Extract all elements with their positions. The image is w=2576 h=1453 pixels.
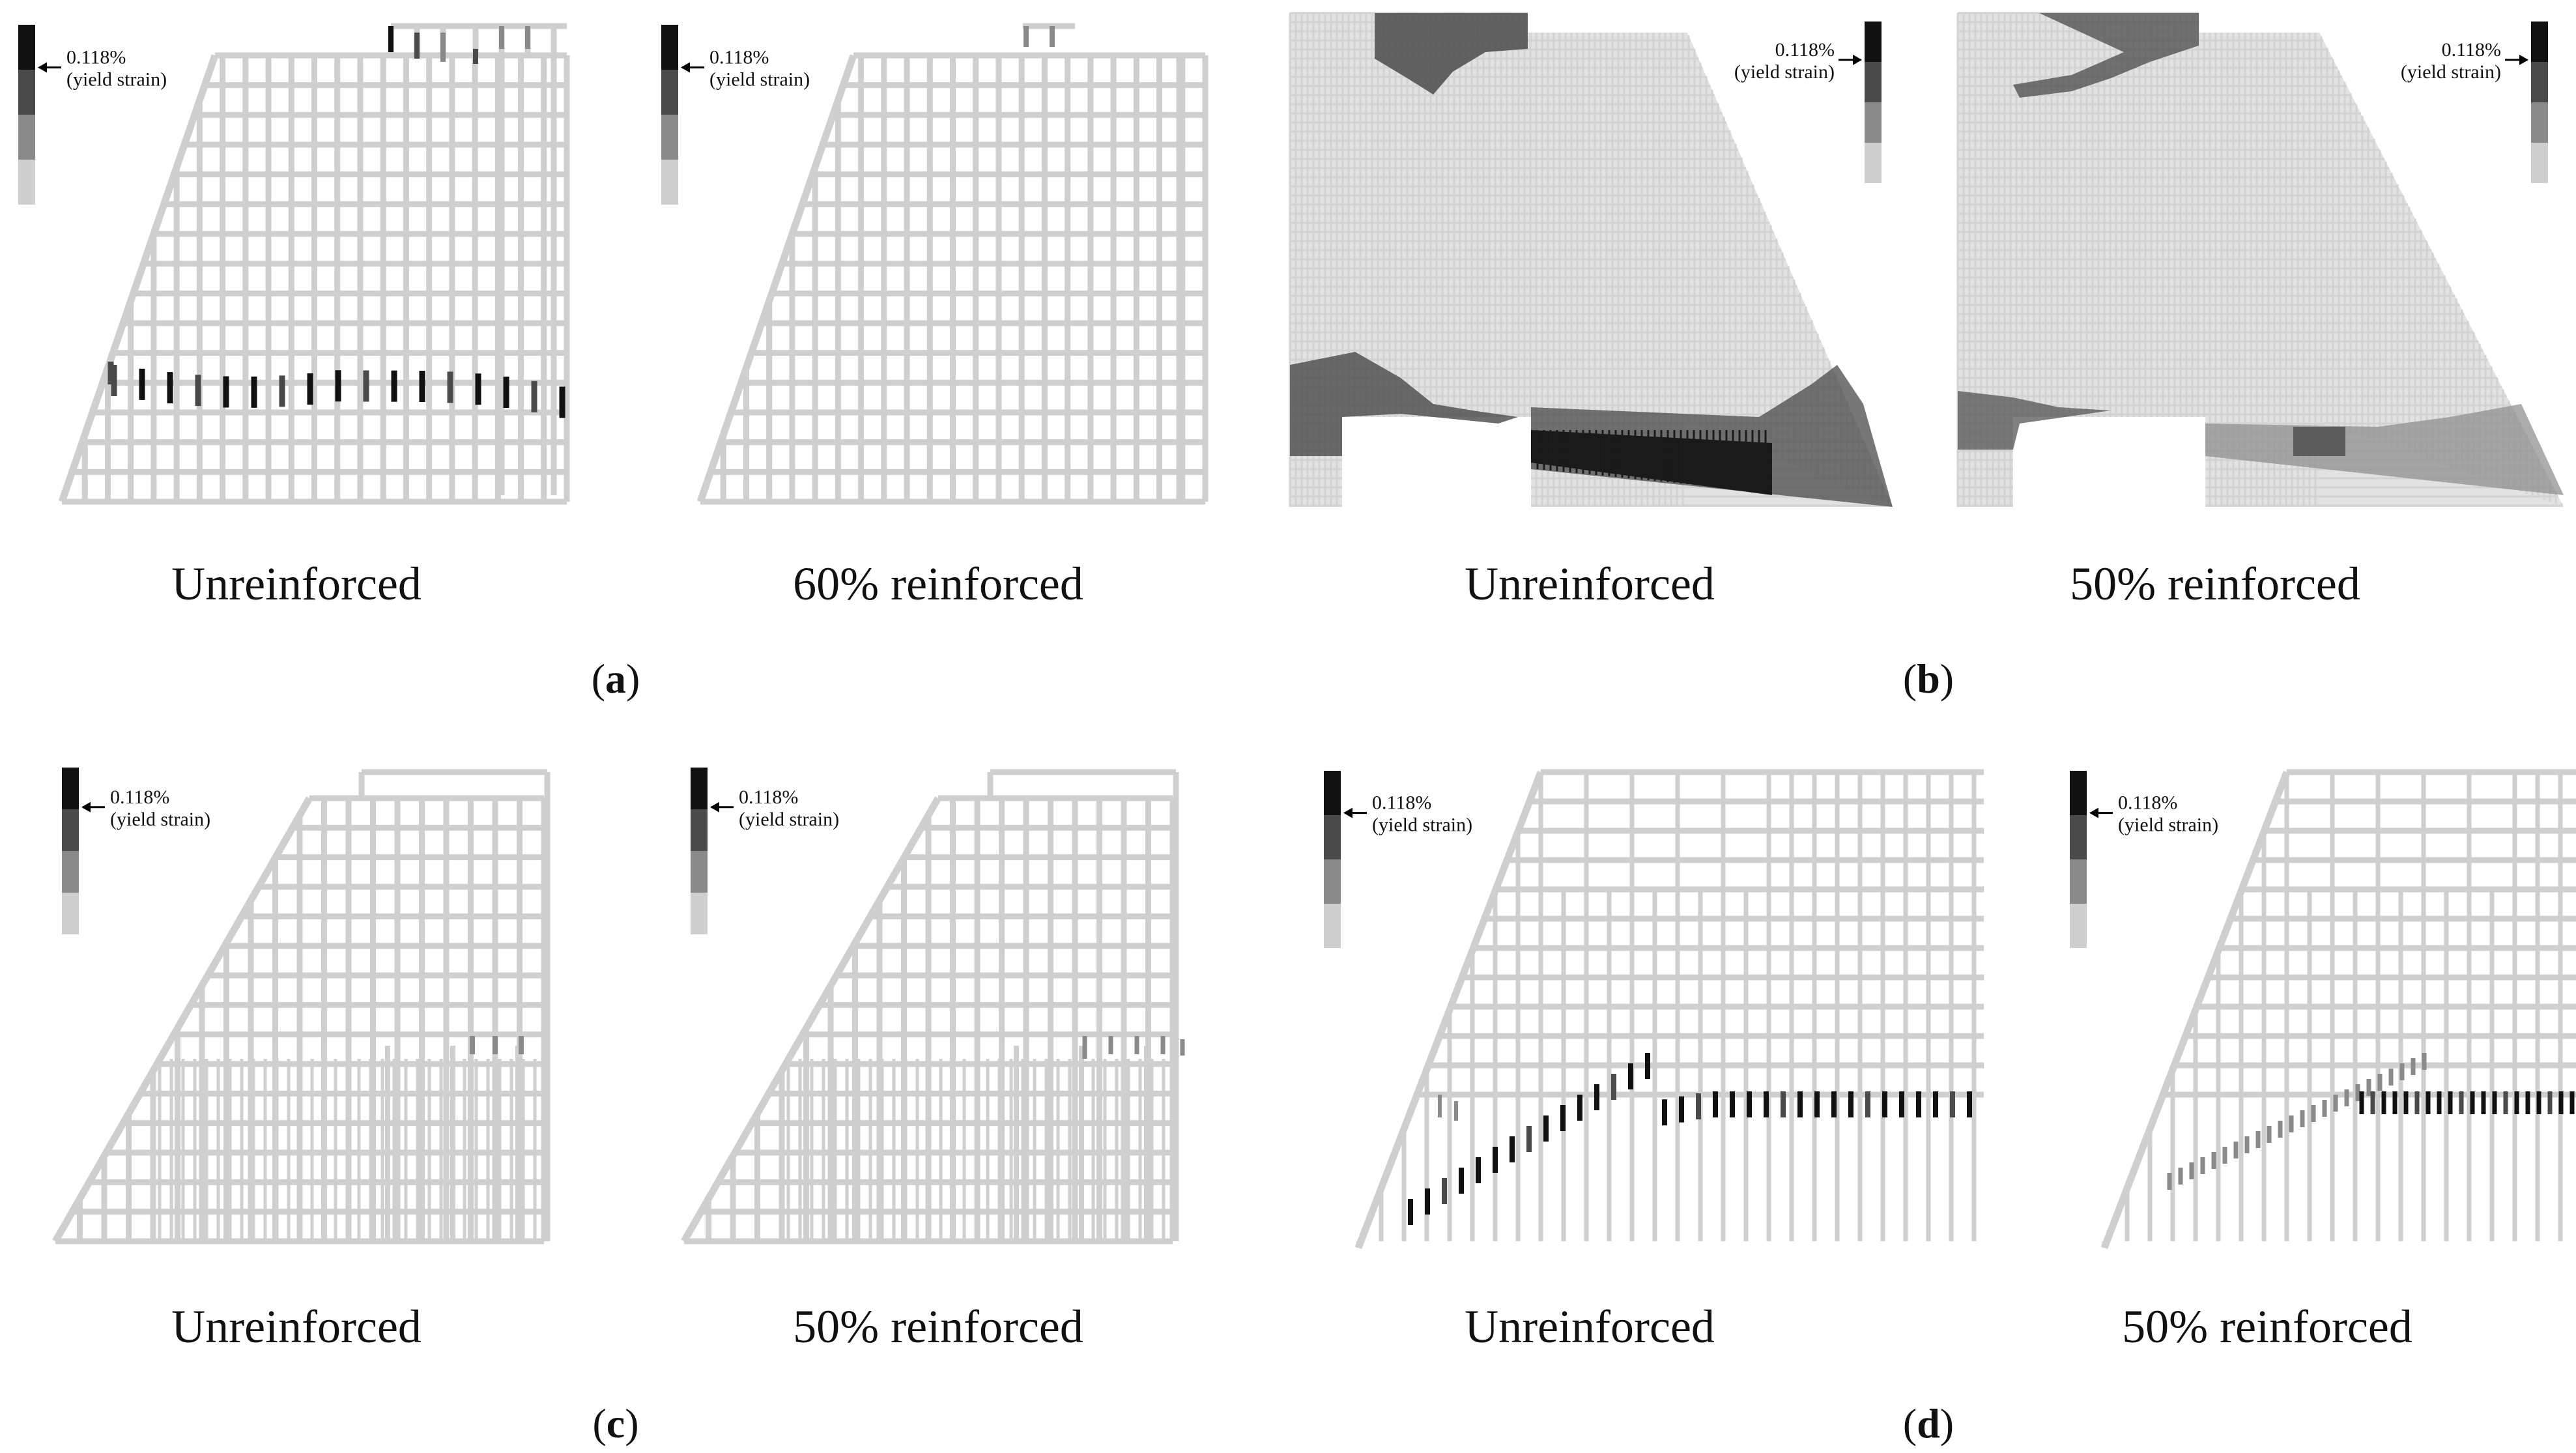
- strain-zone-left: [1958, 391, 2111, 450]
- mesh-a-left: [58, 23, 570, 505]
- legend-swatch: [18, 160, 35, 205]
- panel-label-a: (a): [591, 655, 640, 702]
- legend-value: 0.118%: [739, 786, 798, 808]
- legend-note: (yield strain): [110, 809, 210, 830]
- strain-zone-left: [1290, 352, 1518, 456]
- legend-note: (yield strain): [1372, 814, 1472, 836]
- legend-a-left: 0.118%(yield strain): [18, 25, 167, 205]
- caption-b-right: 50% reinforced: [2070, 558, 2360, 610]
- legend-swatch: [2531, 143, 2548, 183]
- legend-value: 0.118%: [709, 47, 769, 68]
- legend-swatch: [691, 768, 708, 809]
- mesh-c-left: [52, 769, 551, 1244]
- legend-swatch: [661, 115, 678, 160]
- legend-b-right: 0.118%(yield strain): [2401, 22, 2548, 183]
- mesh-a-right: [696, 23, 1209, 505]
- caption-c-left: Unreinforced: [171, 1301, 422, 1353]
- legend-d-left: 0.118%(yield strain): [1324, 771, 1472, 948]
- legend-swatch: [2070, 859, 2087, 904]
- caption-d-right: 50% reinforced: [2122, 1301, 2412, 1353]
- legend-c-right: 0.118%(yield strain): [691, 768, 839, 934]
- legend-swatch: [661, 25, 678, 70]
- legend-a-right: 0.118%(yield strain): [661, 25, 810, 205]
- legend-swatch: [1865, 143, 1882, 183]
- legend-swatch: [661, 160, 678, 205]
- caption-a-left: Unreinforced: [171, 558, 422, 610]
- legend-swatch: [18, 70, 35, 115]
- legend-swatch: [1324, 771, 1341, 815]
- caption-b-left: Unreinforced: [1465, 558, 1715, 610]
- legend-swatch: [1324, 859, 1341, 904]
- mesh-b-left: [1289, 12, 1893, 507]
- legend-swatch: [18, 25, 35, 70]
- legend-swatch: [661, 70, 678, 115]
- legend-swatch: [2531, 102, 2548, 143]
- legend-swatch: [2070, 815, 2087, 859]
- legend-value: 0.118%: [110, 786, 169, 808]
- mesh-d-right: [2100, 769, 2576, 1249]
- legend-swatch: [1865, 102, 1882, 143]
- legend-value: 0.118%: [66, 47, 126, 68]
- legend-swatch: [691, 893, 708, 934]
- panel-label-d: (d): [1902, 1400, 1954, 1446]
- strain-zone-base: [2293, 427, 2345, 456]
- legend-swatch: [691, 809, 708, 851]
- legend-note: (yield strain): [2401, 61, 2501, 83]
- legend-swatch: [1865, 62, 1882, 102]
- legend-value: 0.118%: [1775, 39, 1835, 61]
- mesh-b-right: [1956, 12, 2564, 507]
- legend-value: 0.118%: [2442, 39, 2501, 61]
- legend-swatch: [62, 893, 79, 934]
- strain-zone-base: [1531, 430, 1772, 495]
- legend-note: (yield strain): [1734, 61, 1835, 83]
- legend-swatch: [1324, 815, 1341, 859]
- legend-note: (yield strain): [66, 69, 167, 91]
- legend-value: 0.118%: [1372, 792, 1431, 814]
- legend-swatch: [2070, 771, 2087, 815]
- legend-c-left: 0.118%(yield strain): [62, 768, 210, 934]
- mesh-d-left: [1354, 769, 1984, 1249]
- legend-value: 0.118%: [2118, 792, 2177, 814]
- legend-swatch: [62, 768, 79, 809]
- panel-label-c: (c): [592, 1400, 639, 1446]
- legend-swatch: [2070, 904, 2087, 948]
- legend-swatch: [2531, 22, 2548, 62]
- legend-swatch: [2531, 62, 2548, 102]
- legend-b-left: 0.118%(yield strain): [1734, 22, 1882, 183]
- legend-swatch: [691, 851, 708, 893]
- legend-swatch: [1865, 22, 1882, 62]
- caption-d-left: Unreinforced: [1465, 1301, 1715, 1353]
- legend-swatch: [1324, 904, 1341, 948]
- legend-note: (yield strain): [739, 809, 839, 830]
- caption-a-right: 60% reinforced: [793, 558, 1083, 610]
- legend-d-right: 0.118%(yield strain): [2070, 771, 2218, 948]
- legend-swatch: [62, 809, 79, 851]
- legend-swatch: [18, 115, 35, 160]
- legend-note: (yield strain): [2118, 814, 2218, 836]
- strain-zone-top: [1375, 13, 1528, 94]
- legend-swatch: [62, 851, 79, 893]
- mesh-c-right: [681, 769, 1185, 1244]
- legend-note: (yield strain): [709, 69, 810, 91]
- caption-c-right: 50% reinforced: [793, 1301, 1083, 1353]
- strain-zone-top: [2013, 13, 2199, 98]
- panel-label-b: (b): [1902, 655, 1954, 702]
